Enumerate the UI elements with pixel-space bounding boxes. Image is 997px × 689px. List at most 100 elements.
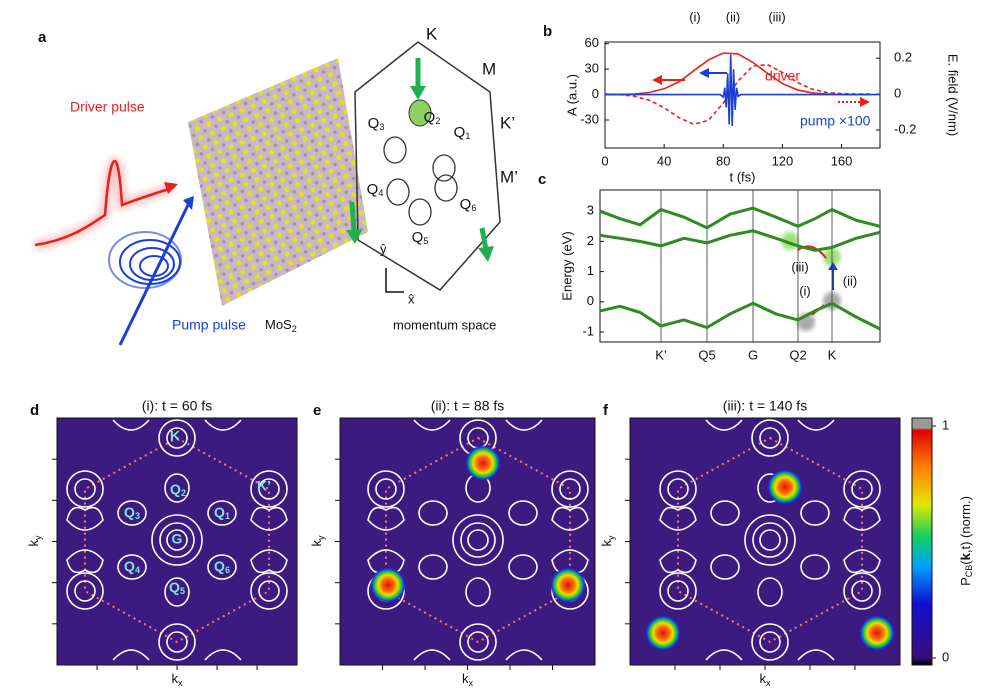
x-tick-label: 0 — [601, 153, 608, 168]
panel-label: c — [538, 171, 546, 188]
arrowhead — [860, 97, 870, 107]
arrowhead — [828, 262, 838, 270]
text: k — [172, 671, 179, 686]
text: k — [760, 671, 767, 686]
series-label: pump ×100 — [800, 113, 871, 129]
annotation: (i) — [799, 283, 811, 298]
y-tick-label: -1 — [582, 323, 594, 338]
text: Q — [412, 229, 424, 246]
colorbar — [911, 417, 933, 666]
arrowhead — [478, 246, 494, 262]
y-tick-label: 60 — [585, 35, 599, 50]
arrow — [479, 227, 489, 251]
brillouin-zone — [354, 41, 501, 291]
panel-e — [339, 417, 596, 666]
mos2-lattice — [188, 58, 368, 306]
subscript: 3 — [135, 511, 140, 521]
subscript: 5 — [180, 586, 185, 596]
arrowhead — [346, 230, 362, 244]
y-label: ky — [26, 535, 43, 547]
driver-label: Driver pulse — [70, 99, 145, 115]
text: k — [26, 540, 41, 547]
sub-label: Q1 — [214, 504, 230, 522]
subscript: 1 — [225, 511, 230, 521]
colorbar-label: PCB(k,t) (norm.) — [958, 496, 974, 586]
text: Q — [368, 115, 380, 132]
sub-label: Q4 — [367, 181, 384, 198]
panel-label: a — [38, 29, 47, 46]
arrow — [797, 245, 827, 259]
subscript: 5 — [423, 236, 428, 246]
subscript: 4 — [135, 565, 140, 575]
text: MoS — [265, 317, 292, 332]
axis-label: x̂ — [408, 291, 415, 306]
y2-tick-label: 0 — [894, 86, 901, 101]
panel-title: (ii): t = 88 fs — [431, 398, 505, 414]
pump-label: Pump pulse — [172, 317, 246, 333]
point-label: K’ — [257, 478, 271, 494]
sub-label: Q1 — [454, 124, 471, 141]
panel-label: d — [30, 402, 39, 419]
sub-label: Q3 — [368, 115, 385, 132]
x-tick-label: G — [748, 347, 758, 362]
series-line — [604, 52, 872, 96]
subscript: 2 — [181, 488, 186, 498]
sub-label: Q6 — [214, 558, 230, 576]
text: Q — [124, 504, 135, 520]
panel-b-decor — [652, 68, 870, 107]
x-tick-label: Q2 — [789, 347, 806, 362]
sub-label: Q2 — [170, 481, 186, 499]
x-tick-label: Q5 — [698, 347, 715, 362]
subscript: 2 — [292, 324, 297, 334]
series-line — [599, 206, 881, 230]
sub-label: kx — [760, 671, 772, 688]
x-tick-label: 80 — [716, 153, 730, 168]
text: ,t) (norm.) — [958, 496, 973, 553]
pump-pulse — [108, 204, 190, 346]
text: Q — [454, 124, 466, 141]
text: Q — [169, 579, 180, 595]
series-line — [599, 229, 881, 252]
hot-spot — [465, 445, 501, 481]
y2-tick-label: -0.2 — [894, 121, 916, 136]
hot-spot — [859, 615, 895, 651]
x-tick-label: K — [828, 347, 837, 362]
point-label: K’ — [500, 113, 515, 132]
y-tick-label: 30 — [585, 61, 599, 76]
y-label: ky — [599, 535, 616, 547]
point-label: K — [170, 428, 180, 444]
sub-label: Q5 — [169, 579, 185, 597]
panel-f — [629, 417, 901, 666]
text: Q — [460, 196, 472, 213]
series-line — [599, 301, 881, 331]
material-label: MoS2 — [265, 317, 297, 334]
subscript: y — [606, 535, 616, 540]
text: Q — [170, 481, 181, 497]
hot-spot — [645, 615, 681, 651]
hot-spot — [550, 567, 586, 603]
annotation: (i) — [689, 9, 701, 24]
sub-label: Q6 — [460, 196, 477, 213]
sub-label: ky — [309, 535, 326, 547]
driver-pulse — [34, 160, 173, 247]
x-axis-label: t (fs) — [730, 169, 756, 184]
series-line — [604, 63, 872, 126]
plot-frame — [599, 189, 881, 343]
sub-label: ky — [26, 535, 43, 547]
arrowhead — [699, 68, 709, 78]
text: Q — [367, 181, 379, 198]
space-label: momentum space — [393, 317, 496, 332]
panel-a: a Driver pulse Pump pulse MoS2 K M K’ M’… — [34, 24, 518, 346]
arrowhead — [183, 196, 194, 210]
annotation: (iii) — [791, 259, 808, 274]
y-tick-label: -30 — [580, 111, 599, 126]
sub-label: kx — [172, 671, 184, 688]
y-label: ky — [309, 535, 326, 547]
y-tick-label: 3 — [587, 203, 594, 218]
hot-spot — [767, 469, 803, 505]
subscript: y — [33, 535, 43, 540]
